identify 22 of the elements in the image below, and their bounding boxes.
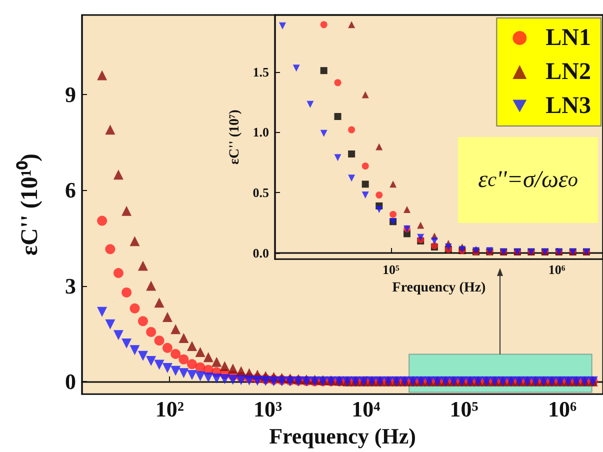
y-tick-label: 0.5 bbox=[252, 185, 270, 200]
y-tick-label: 6 bbox=[65, 178, 76, 203]
legend-label: LN2 bbox=[546, 59, 592, 85]
y-tick-label: 1.0 bbox=[252, 124, 269, 140]
x-tick-label: 10⁵ bbox=[382, 262, 400, 278]
x-tick-label: 10⁴ bbox=[352, 396, 381, 422]
y-tick-label: 9 bbox=[65, 82, 76, 108]
y-tick-label: 3 bbox=[65, 273, 76, 298]
x-tick-label: 10³ bbox=[253, 396, 282, 422]
x-axis-title: Frequency (Hz) bbox=[392, 280, 486, 296]
y-tick-label: 0.0 bbox=[252, 246, 269, 261]
legend-label: LN3 bbox=[546, 93, 592, 119]
y-axis-title: εC'' (10⁷) bbox=[227, 109, 242, 165]
x-tick-label: 10² bbox=[155, 396, 184, 422]
x-tick-label: 10⁶ bbox=[548, 396, 577, 422]
y-tick-label: 0 bbox=[65, 368, 76, 394]
x-axis-title: Frequency (Hz) bbox=[269, 424, 416, 448]
y-tick-label: 1.5 bbox=[252, 64, 270, 80]
x-tick-label: 10⁵ bbox=[450, 396, 479, 422]
legend-label: LN1 bbox=[546, 25, 592, 51]
y-axis-title: εC'' (10¹⁰) bbox=[16, 153, 43, 256]
x-tick-label: 10⁶ bbox=[548, 262, 566, 278]
